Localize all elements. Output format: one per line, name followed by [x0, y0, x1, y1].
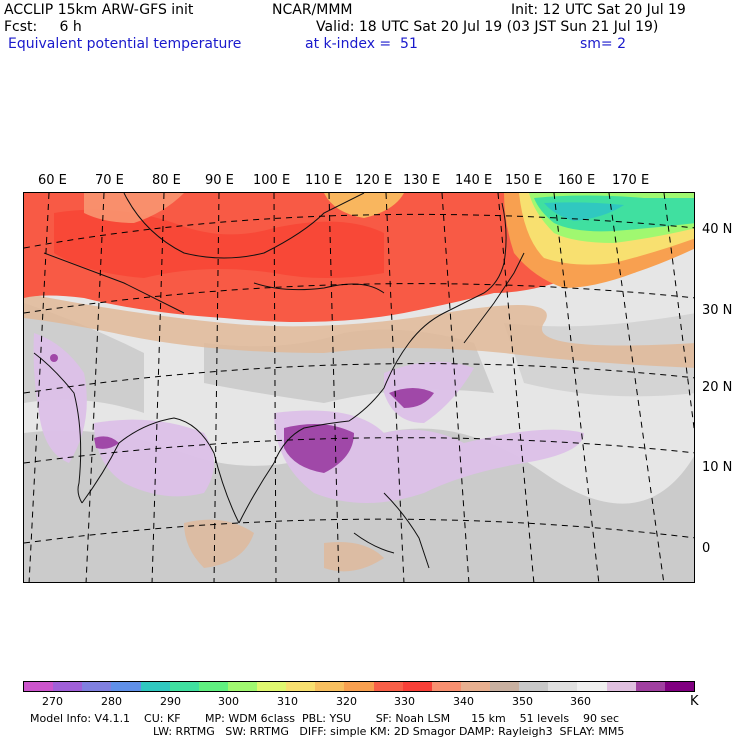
latitude-label: 0	[702, 541, 711, 556]
map-canvas	[24, 193, 694, 582]
longitude-label: 120 E	[355, 173, 393, 188]
longitude-label: 80 E	[152, 173, 181, 188]
colorbar-swatch	[24, 682, 54, 691]
colorbar-swatch	[315, 682, 345, 691]
colorbar-unit: K	[690, 694, 699, 709]
longitude-label: 90 E	[205, 173, 234, 188]
level-label: at k-index = 51	[305, 36, 418, 52]
colorbar-swatch	[460, 682, 490, 691]
latitude-label: 20 N	[702, 380, 733, 395]
colorbar-tick-label: 270	[42, 695, 63, 708]
colorbar-swatch	[402, 682, 432, 691]
colorbar-swatch	[606, 682, 636, 691]
colorbar-tick-label: 350	[512, 695, 533, 708]
colorbar-swatch	[82, 682, 112, 691]
theta-e-map	[23, 192, 695, 583]
longitude-label: 110 E	[305, 173, 343, 188]
longitude-label: 70 E	[95, 173, 124, 188]
colorbar-swatch	[257, 682, 287, 691]
colorbar-tick-label: 290	[160, 695, 181, 708]
colorbar-tick-label: 320	[336, 695, 357, 708]
init-time: Init: 12 UTC Sat 20 Jul 19	[511, 2, 686, 18]
latitude-label: 30 N	[702, 303, 733, 318]
colorbar-swatch	[227, 682, 257, 691]
colorbar-swatch	[111, 682, 141, 691]
longitude-label: 150 E	[505, 173, 543, 188]
colorbar-swatch	[431, 682, 461, 691]
colorbar	[23, 681, 695, 692]
colorbar-tick-label: 340	[453, 695, 474, 708]
colorbar-tick-label: 300	[218, 695, 239, 708]
organization-label: NCAR/MMM	[272, 2, 353, 18]
colorbar-swatch	[490, 682, 520, 691]
colorbar-tick-label: 360	[570, 695, 591, 708]
field-name: Equivalent potential temperature	[8, 36, 242, 52]
colorbar-tick-label: 280	[101, 695, 122, 708]
longitude-label: 130 E	[403, 173, 441, 188]
longitude-label: 100 E	[253, 173, 291, 188]
smoothing-label: sm= 2	[580, 36, 627, 52]
model-title: ACCLIP 15km ARW-GFS init	[4, 2, 194, 18]
longitude-label: 140 E	[455, 173, 493, 188]
latitude-label: 10 N	[702, 460, 733, 475]
model-info-line1: Model Info: V4.1.1 CU: KF MP: WDM 6class…	[30, 712, 620, 725]
colorbar-swatch	[169, 682, 199, 691]
colorbar-tick-label: 310	[277, 695, 298, 708]
longitude-label: 60 E	[38, 173, 67, 188]
colorbar-swatch	[344, 682, 374, 691]
colorbar-swatch	[198, 682, 228, 691]
colorbar-swatch	[577, 682, 607, 691]
longitude-label: 170 E	[612, 173, 650, 188]
colorbar-swatch	[140, 682, 170, 691]
valid-time: Valid: 18 UTC Sat 20 Jul 19 (03 JST Sun …	[316, 19, 659, 35]
colorbar-swatch	[635, 682, 665, 691]
colorbar-swatch	[53, 682, 83, 691]
colorbar-swatch	[548, 682, 578, 691]
colorbar-swatch	[286, 682, 316, 691]
forecast-hour: Fcst: 6 h	[4, 19, 82, 35]
colorbar-swatch	[519, 682, 549, 691]
colorbar-tick-label: 330	[394, 695, 415, 708]
model-info-line2: LW: RRTMG SW: RRTMG DIFF: simple KM: 2D …	[153, 725, 625, 738]
colorbar-swatch	[664, 682, 694, 691]
colorbar-swatch	[373, 682, 403, 691]
latitude-label: 40 N	[702, 222, 733, 237]
longitude-label: 160 E	[558, 173, 596, 188]
